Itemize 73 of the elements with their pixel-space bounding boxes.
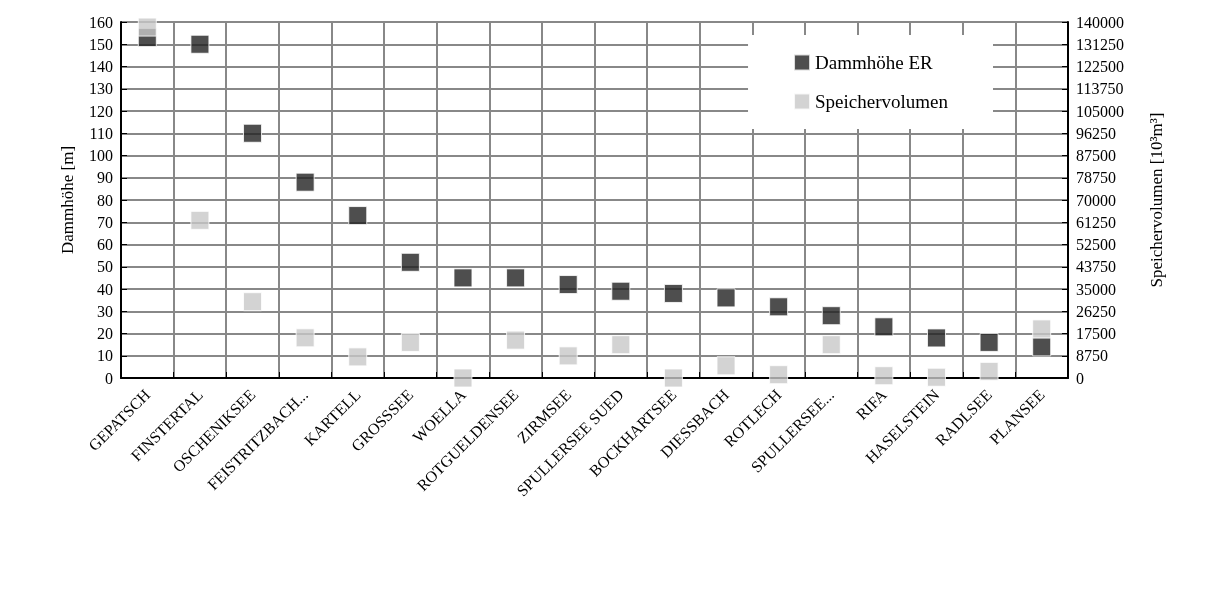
point xyxy=(453,368,473,388)
y-tick-label: 110 xyxy=(89,124,113,142)
point xyxy=(348,347,368,367)
y-tick-label: 30 xyxy=(97,302,113,320)
point xyxy=(558,346,578,366)
point xyxy=(506,330,526,350)
y-tick-label: 140 xyxy=(89,58,113,75)
y2-tick-label: 122500 xyxy=(1076,58,1124,75)
point xyxy=(979,332,999,352)
y-axis-title: Dammhöhe [m] xyxy=(58,145,77,255)
point xyxy=(506,268,526,288)
point xyxy=(243,292,263,312)
point xyxy=(295,328,315,348)
point xyxy=(348,206,368,226)
point xyxy=(1032,319,1052,339)
point xyxy=(769,297,789,317)
point xyxy=(874,317,894,337)
y-tick-label: 160 xyxy=(89,13,113,31)
point xyxy=(821,306,841,326)
legend-label: Dammhöhe ER xyxy=(815,52,934,73)
point xyxy=(769,365,789,385)
y2-tick-label: 17500 xyxy=(1076,325,1116,342)
y-tick-label: 90 xyxy=(97,169,113,187)
point xyxy=(295,172,315,192)
point xyxy=(716,356,736,376)
point xyxy=(611,335,631,355)
point xyxy=(400,332,420,352)
point xyxy=(716,288,736,308)
y2-tick-label: 140000 xyxy=(1076,13,1124,31)
y2-tick-label: 0 xyxy=(1076,369,1084,387)
point xyxy=(926,367,946,387)
point xyxy=(400,252,420,272)
point xyxy=(663,368,683,388)
y2-tick-label: 8750 xyxy=(1076,347,1108,365)
y2-tick-label: 78750 xyxy=(1076,169,1116,187)
point xyxy=(979,361,999,381)
y2-tick-label: 87500 xyxy=(1076,147,1116,164)
point xyxy=(558,275,578,295)
y-tick-label: 150 xyxy=(89,35,113,53)
y2-tick-label: 113750 xyxy=(1076,80,1124,98)
legend-label: Speichervolumen xyxy=(815,91,949,112)
y2-tick-label: 105000 xyxy=(1076,102,1124,120)
point xyxy=(874,366,894,386)
y2-axis-title: Speichervolumen [10³m³] xyxy=(1147,112,1166,288)
point xyxy=(190,34,210,54)
point xyxy=(243,123,263,143)
y-tick-label: 50 xyxy=(97,258,113,276)
point xyxy=(663,283,683,303)
y2-tick-label: 35000 xyxy=(1076,280,1116,298)
point xyxy=(821,335,841,355)
y2-tick-label: 96250 xyxy=(1076,124,1116,142)
y-tick-label: 70 xyxy=(97,213,113,231)
y2-tick-label: 43750 xyxy=(1076,258,1116,276)
y2-tick-label: 70000 xyxy=(1076,191,1116,209)
y2-tick-label: 131250 xyxy=(1076,35,1124,53)
y-tick-label: 10 xyxy=(97,347,113,365)
y-tick-label: 130 xyxy=(89,80,113,98)
y-tick-label: 0 xyxy=(105,369,113,387)
point xyxy=(453,268,473,288)
point xyxy=(190,210,210,230)
point xyxy=(926,328,946,348)
y-tick-label: 120 xyxy=(89,102,113,120)
y-tick-label: 40 xyxy=(97,280,113,298)
y2-tick-label: 26250 xyxy=(1076,302,1116,320)
y2-tick-label: 61250 xyxy=(1076,213,1116,231)
y-tick-label: 100 xyxy=(89,147,113,164)
y-tick-label: 20 xyxy=(97,325,113,342)
point xyxy=(137,17,157,37)
point xyxy=(1032,337,1052,357)
y2-tick-label: 52500 xyxy=(1076,236,1116,253)
point xyxy=(611,281,631,301)
y-tick-label: 60 xyxy=(97,236,113,253)
y-tick-label: 80 xyxy=(97,191,113,209)
